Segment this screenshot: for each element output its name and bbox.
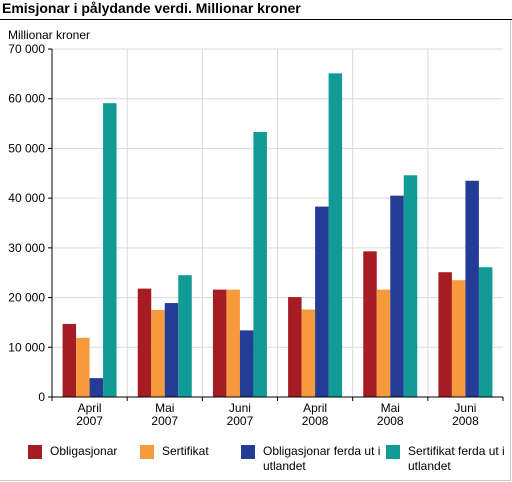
y-axis-label: Millionar kroner — [8, 28, 91, 42]
bar — [137, 288, 152, 397]
bar — [178, 275, 192, 397]
bar — [390, 195, 404, 397]
y-tick-label: 20 000 — [8, 291, 45, 305]
legend-swatch — [140, 445, 154, 459]
y-tick-label: 50 000 — [8, 141, 45, 155]
bar — [103, 103, 117, 397]
bar — [363, 251, 377, 397]
y-tick-label: 70 000 — [8, 42, 45, 56]
x-tick-label: 2007 — [151, 414, 178, 428]
bar — [89, 378, 104, 397]
chart-title: Emisjonar i pålydande verdi. Millionar k… — [2, 0, 301, 16]
bar — [239, 330, 254, 397]
x-tick-label: 2008 — [452, 414, 479, 428]
bar — [76, 337, 90, 397]
legend-swatch — [386, 445, 400, 459]
title-divider — [0, 19, 512, 20]
x-tick-label: Mai — [155, 401, 174, 415]
y-tick-label: 60 000 — [8, 92, 45, 106]
legend-swatch — [28, 445, 42, 459]
bar — [226, 289, 240, 397]
y-tick-label: 40 000 — [8, 191, 45, 205]
x-tick-label: 2008 — [377, 414, 404, 428]
chart-frame — [0, 20, 511, 481]
legend-item-obligasjonar: Obligasjonar — [28, 444, 160, 459]
y-tick-label: 30 000 — [8, 241, 45, 255]
legend-label: Obligasjonar ferda ut i utlandet — [263, 444, 381, 473]
bar — [478, 267, 493, 397]
bar — [164, 303, 179, 397]
x-tick-label: April — [78, 401, 102, 415]
legend-item-sertifikat-utland: Sertifikat ferda ut i utlandet — [386, 444, 512, 474]
legend-label: Sertifikat — [162, 444, 209, 458]
x-tick-label: Juni — [454, 401, 476, 415]
legend-label: Sertifikat ferda ut i utlandet — [408, 444, 505, 473]
bar — [288, 297, 302, 397]
y-tick-label: 10 000 — [8, 340, 45, 354]
x-tick-label: Mai — [381, 401, 400, 415]
bar — [315, 206, 329, 397]
x-tick-label: 2007 — [76, 414, 103, 428]
x-tick-label: 2007 — [227, 414, 254, 428]
legend-label: Obligasjonar — [50, 444, 118, 458]
legend-item-obligasjonar-utland: Obligasjonar ferda ut i utlandet — [241, 444, 383, 474]
bar — [253, 132, 267, 397]
y-tick-label: 0 — [38, 390, 45, 404]
chart-legend: Obligasjonar Sertifikat Obligasjonar fer… — [0, 440, 510, 480]
bar — [212, 289, 227, 397]
bar — [376, 289, 391, 397]
bar — [451, 280, 466, 397]
x-tick-label: 2008 — [302, 414, 329, 428]
bar — [301, 309, 316, 397]
x-tick-label: April — [303, 401, 327, 415]
bar — [62, 323, 77, 397]
bar — [465, 180, 479, 397]
bar — [151, 310, 165, 397]
bar — [438, 272, 452, 397]
legend-swatch — [241, 445, 255, 459]
bar — [403, 175, 418, 397]
bar — [328, 73, 343, 398]
legend-item-sertifikat: Sertifikat — [140, 444, 272, 459]
x-tick-label: Juni — [229, 401, 251, 415]
